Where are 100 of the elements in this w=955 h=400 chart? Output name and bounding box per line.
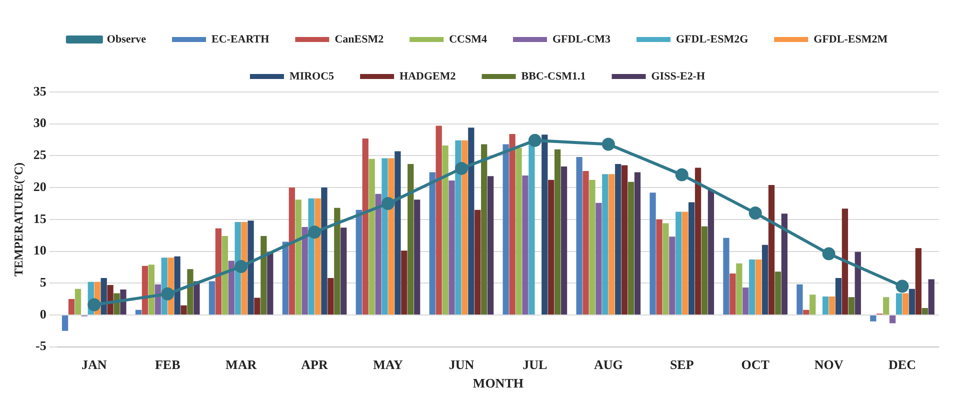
bar xyxy=(502,144,509,314)
bar xyxy=(509,134,516,314)
bar xyxy=(615,164,622,314)
bar xyxy=(462,140,468,314)
bar xyxy=(62,315,68,331)
bar xyxy=(828,296,836,314)
x-tick-label: APR xyxy=(301,356,329,372)
bar xyxy=(267,252,274,314)
bar xyxy=(436,126,442,314)
bar xyxy=(676,212,682,314)
bar xyxy=(774,272,782,314)
bar xyxy=(208,281,216,314)
bar xyxy=(749,260,756,314)
point xyxy=(528,134,542,147)
bar xyxy=(321,188,328,314)
point xyxy=(748,206,762,220)
bar xyxy=(368,158,375,314)
bar xyxy=(194,281,200,314)
bar xyxy=(810,294,816,314)
bar xyxy=(608,174,615,314)
legend-label: MIROC5 xyxy=(289,70,335,82)
bar xyxy=(542,134,548,314)
bar xyxy=(148,264,155,314)
bar xyxy=(708,189,714,314)
bar xyxy=(902,293,909,314)
bar xyxy=(429,172,436,314)
bar xyxy=(694,168,702,314)
y-tick-label: 15 xyxy=(33,210,47,226)
bar xyxy=(854,252,861,314)
bar xyxy=(314,198,321,314)
bar xyxy=(890,315,896,324)
point xyxy=(602,138,615,151)
bar xyxy=(602,174,608,314)
x-tick-label: JAN xyxy=(81,356,108,372)
bar xyxy=(282,242,289,314)
bar xyxy=(582,170,589,314)
bar xyxy=(334,208,340,314)
bar xyxy=(174,256,180,314)
x-tick-label: FEB xyxy=(154,356,181,372)
legend-label: EC-EARTH xyxy=(212,33,270,46)
y-tick-label: 25 xyxy=(33,147,47,162)
point xyxy=(161,287,174,300)
point xyxy=(234,260,248,274)
y-tick-label: -5 xyxy=(36,338,47,354)
y-axis-title: TEMPERATURE(°C) xyxy=(11,162,26,276)
bar xyxy=(522,175,528,314)
bar xyxy=(248,220,254,314)
x-tick-label: JUN xyxy=(448,356,475,372)
y-tick-label: 35 xyxy=(33,83,47,98)
point xyxy=(822,247,836,260)
bar xyxy=(394,151,401,314)
point xyxy=(88,298,101,312)
bar xyxy=(656,219,662,314)
bar xyxy=(308,198,314,314)
bar xyxy=(662,223,669,314)
bar xyxy=(736,263,742,314)
y-tick-label: 20 xyxy=(33,178,46,194)
bar xyxy=(74,288,82,314)
bar xyxy=(548,180,554,314)
bar xyxy=(835,278,842,314)
bar xyxy=(228,260,234,314)
bar xyxy=(100,278,107,314)
bar xyxy=(68,299,75,314)
bar xyxy=(621,165,628,314)
x-tick-label: SEP xyxy=(670,356,694,372)
bar xyxy=(356,210,362,314)
legend-label: GFDL-ESM2M xyxy=(814,33,888,46)
bar xyxy=(915,248,922,314)
bar xyxy=(414,200,420,314)
bar xyxy=(180,305,187,314)
bar xyxy=(822,296,829,314)
bar xyxy=(455,140,462,314)
x-tick-label: JUL xyxy=(522,356,548,372)
bar xyxy=(516,148,522,314)
x-tick-label: MAY xyxy=(373,356,404,372)
x-tick-label: OCT xyxy=(741,356,770,372)
bar xyxy=(701,226,708,314)
bar xyxy=(796,284,803,314)
bar xyxy=(401,250,408,314)
bar xyxy=(468,128,474,314)
x-tick-label: MAR xyxy=(226,356,258,372)
bar xyxy=(650,192,656,314)
bar xyxy=(135,310,142,314)
bar xyxy=(302,227,308,314)
bar xyxy=(589,180,596,314)
bar xyxy=(762,244,768,314)
bar xyxy=(870,315,876,322)
bar xyxy=(142,266,148,314)
legend-label: CCSM4 xyxy=(449,33,488,46)
bar xyxy=(474,210,481,314)
bar xyxy=(781,214,788,314)
legend-label: GISS-E2-H xyxy=(651,70,706,82)
bar xyxy=(487,176,494,314)
bar xyxy=(928,279,934,314)
bar xyxy=(803,310,810,314)
bar xyxy=(848,297,854,314)
bar xyxy=(688,202,695,314)
bar xyxy=(730,274,736,314)
x-axis-title: MONTH xyxy=(472,376,524,391)
legend-label: Observe xyxy=(106,33,146,46)
